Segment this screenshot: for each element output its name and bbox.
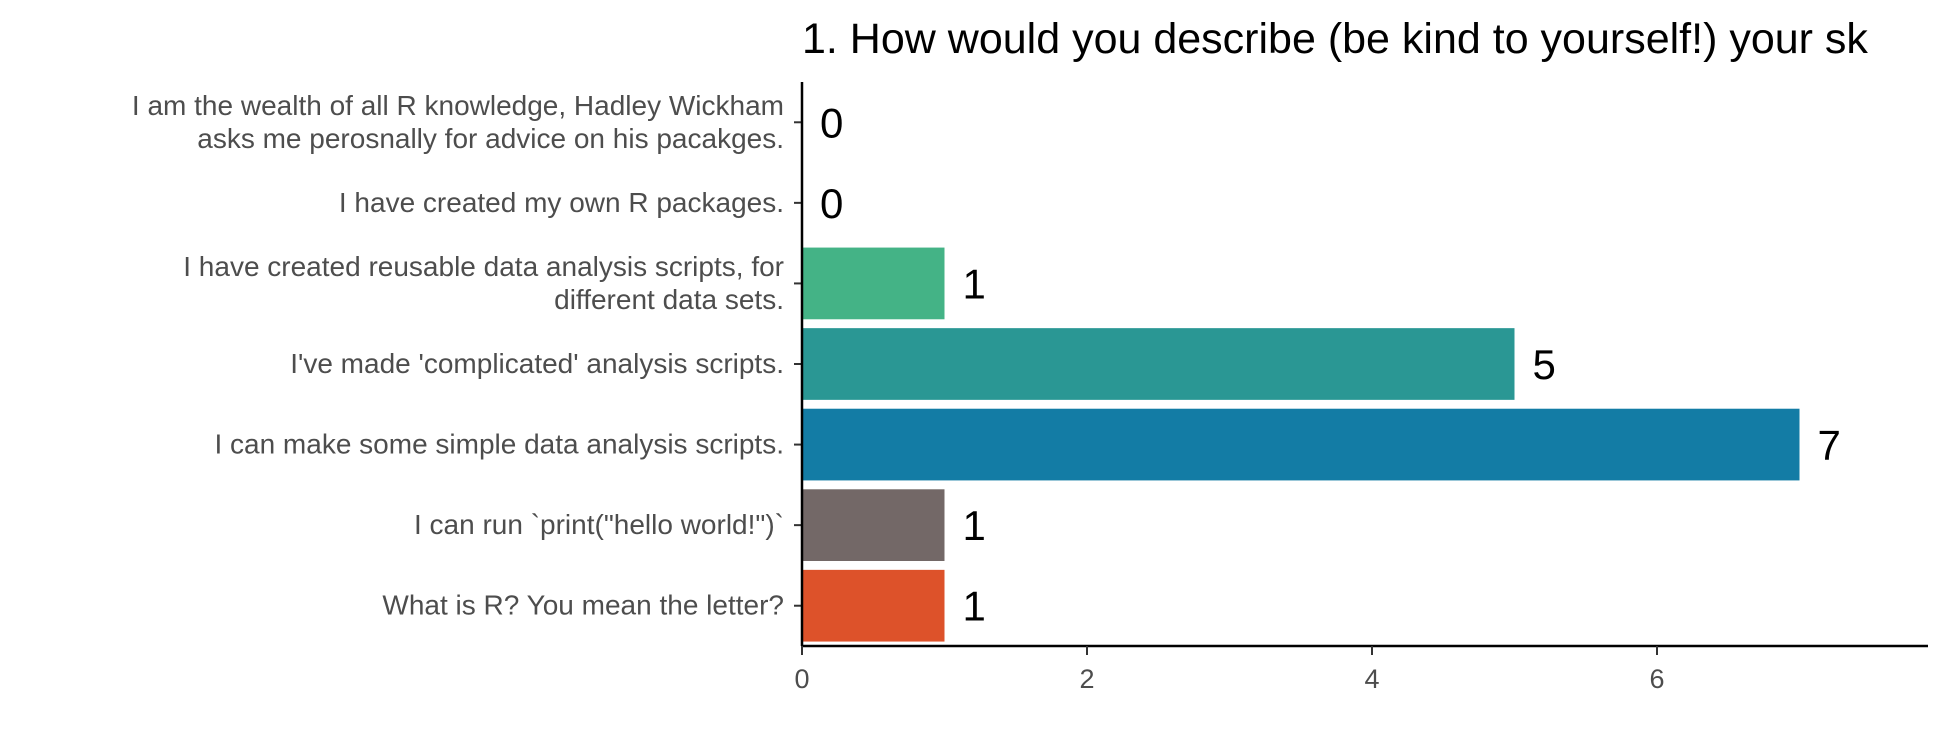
bars-layer xyxy=(802,247,1800,642)
bar xyxy=(802,408,1800,481)
value-label: 0 xyxy=(820,180,843,227)
value-label: 1 xyxy=(963,583,986,630)
category-label-line: I've made 'complicated' analysis scripts… xyxy=(290,348,784,379)
category-label: I have created reusable data analysis sc… xyxy=(183,251,784,315)
value-label: 5 xyxy=(1533,341,1556,388)
category-label: I am the wealth of all R knowledge, Hadl… xyxy=(132,90,784,154)
bar xyxy=(802,569,945,642)
axes: 0 2 4 6 xyxy=(794,82,1928,694)
category-label-line: I have created my own R packages. xyxy=(339,187,784,218)
category-label: I have created my own R packages. xyxy=(339,187,784,218)
bar xyxy=(802,247,945,320)
category-label: I can make some simple data analysis scr… xyxy=(214,429,784,460)
category-label: I've made 'complicated' analysis scripts… xyxy=(290,348,784,379)
category-labels: I am the wealth of all R knowledge, Hadl… xyxy=(132,90,784,621)
category-label-line: asks me perosnally for advice on his pac… xyxy=(197,123,784,154)
value-label: 0 xyxy=(820,99,843,146)
chart-title: 1. How would you describe (be kind to yo… xyxy=(802,15,1868,63)
x-tick-label: 0 xyxy=(794,664,809,694)
category-label: I can run `print("hello world!")` xyxy=(414,509,784,540)
category-label-line: I can run `print("hello world!")` xyxy=(414,509,784,540)
x-tick-label: 2 xyxy=(1079,664,1094,694)
category-label-line: different data sets. xyxy=(554,284,784,315)
category-label-line: What is R? You mean the letter? xyxy=(382,590,784,621)
category-label: What is R? You mean the letter? xyxy=(382,590,784,621)
value-labels: 0 0 1 5 7 1 1 xyxy=(820,99,1841,629)
category-label-line: I am the wealth of all R knowledge, Hadl… xyxy=(132,90,784,121)
bar xyxy=(802,489,945,561)
bar xyxy=(802,328,1515,400)
value-label: 7 xyxy=(1818,422,1841,469)
category-label-line: I have created reusable data analysis sc… xyxy=(183,251,784,282)
value-label: 1 xyxy=(963,260,986,307)
x-tick-label: 4 xyxy=(1364,664,1379,694)
category-label-line: I can make some simple data analysis scr… xyxy=(214,429,784,460)
value-label: 1 xyxy=(963,502,986,549)
x-tick-label: 6 xyxy=(1649,664,1664,694)
